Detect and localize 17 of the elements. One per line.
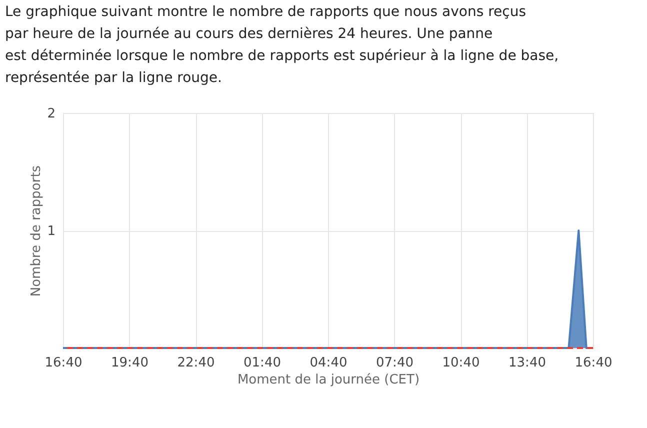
y-tick-label: 2: [47, 106, 56, 122]
text: représentée par la ligne rouge.: [5, 70, 222, 86]
x-tick-label: 04:40: [310, 356, 348, 370]
x-tick-label: 22:40: [177, 356, 215, 370]
text: par heure de la journée au cours des dernières 24 heures. Une panne: [5, 26, 493, 42]
x-tick-label: 10:40: [442, 356, 480, 370]
y-axis-title: Nombre de rapports: [29, 165, 44, 297]
x-tick-label: 19:40: [111, 356, 148, 370]
text: Le graphique suivant montre le nombre de rapports que nous avons reçus: [5, 4, 526, 20]
text: est déterminée lorsque le nombre de rapports est supérieur à la ligne de base,: [5, 48, 559, 64]
x-axis-title: Moment de la journée (CET): [237, 372, 420, 388]
x-tick-label: 16:40: [574, 356, 612, 370]
x-tick-label: 01:40: [244, 356, 281, 370]
x-tick-label: 07:40: [376, 356, 414, 370]
y-tick-label: 1: [47, 224, 56, 239]
x-tick-label: 13:40: [508, 356, 546, 370]
x-tick-label: 16:40: [44, 356, 82, 370]
